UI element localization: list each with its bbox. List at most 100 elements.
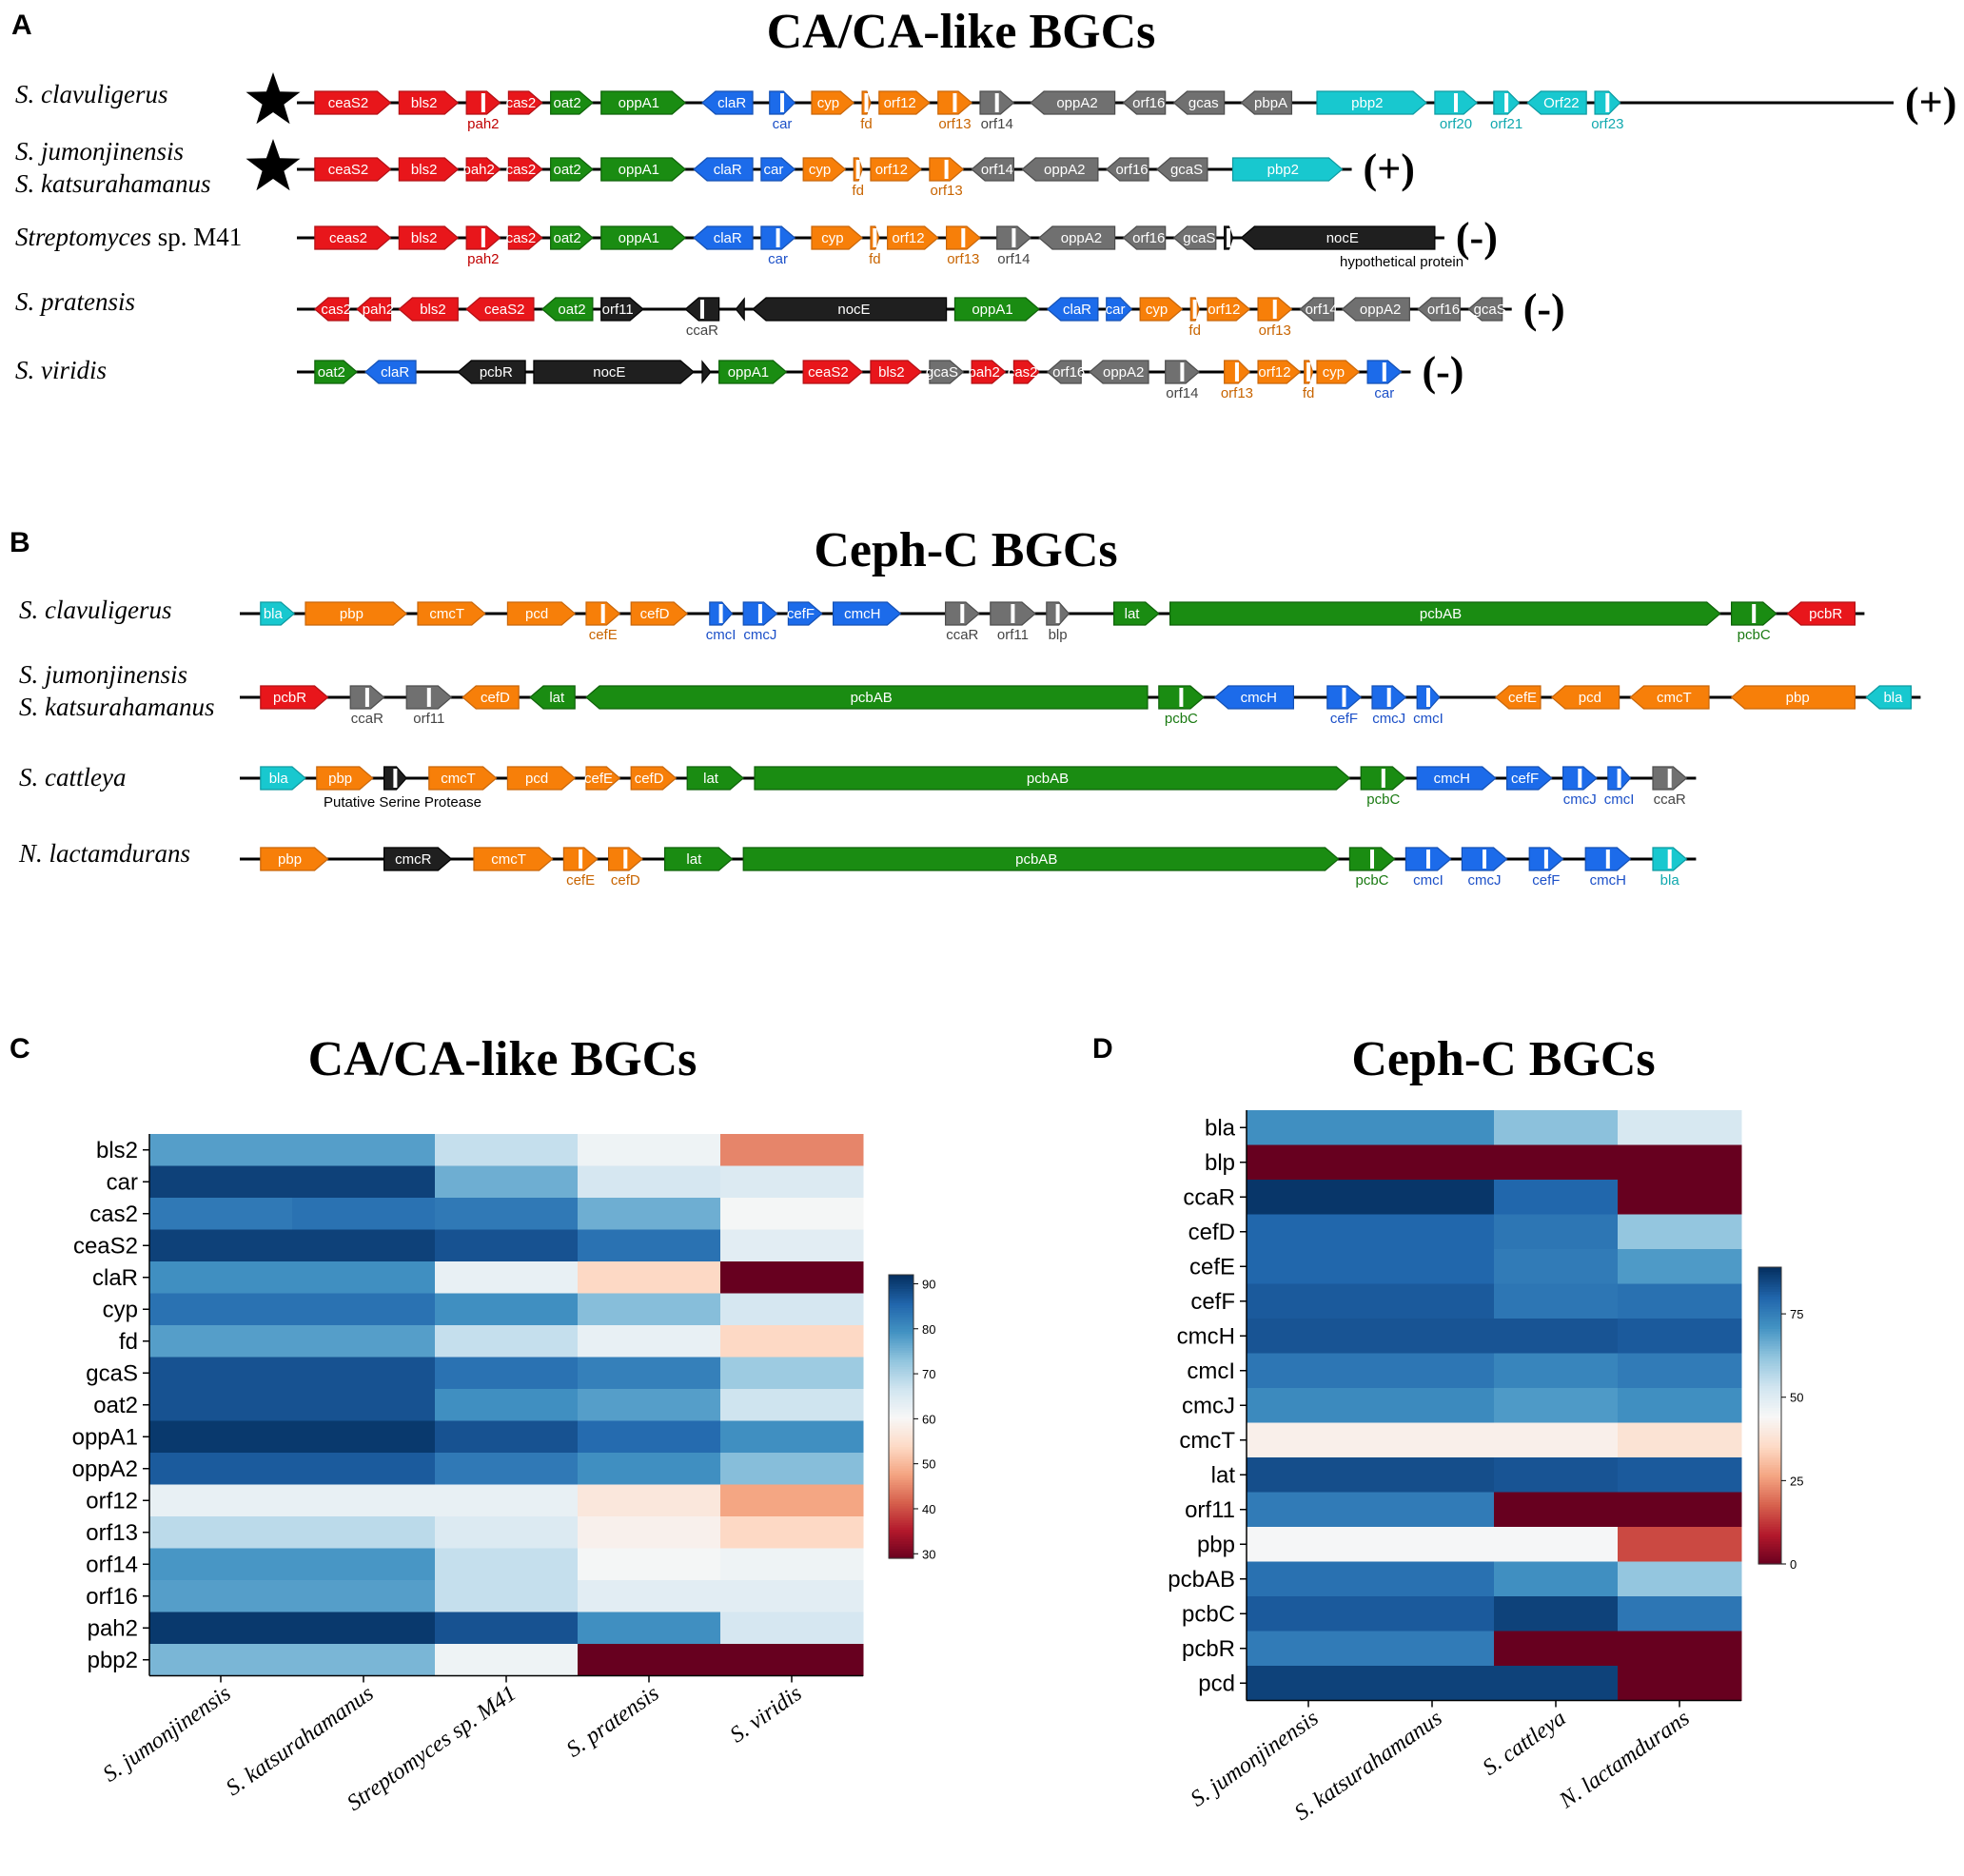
gene-oat2 bbox=[314, 360, 359, 384]
gene-label-lat: lat bbox=[549, 690, 565, 706]
small-gene-tick bbox=[1055, 604, 1060, 623]
gene-label-pbpa: pbpA bbox=[1254, 95, 1287, 111]
colorbar-segment bbox=[1758, 1339, 1781, 1342]
gene-ceas2 bbox=[314, 225, 392, 250]
small-gene-tick bbox=[944, 160, 949, 179]
gene-label-orf12: orf12 bbox=[892, 230, 924, 246]
organism-label: S. jumonjinensis bbox=[15, 137, 184, 166]
gene-bla bbox=[260, 766, 306, 791]
gene-label-clar: claR bbox=[381, 364, 409, 381]
colorbar-segment bbox=[1758, 1442, 1781, 1446]
colorbar-segment bbox=[1758, 1445, 1781, 1449]
gene-lat bbox=[663, 847, 734, 871]
gene-label-cmcr: cmcR bbox=[395, 851, 431, 868]
gene-label-pcbr: pcbR bbox=[480, 364, 513, 381]
gene-cas2 bbox=[1012, 360, 1040, 384]
colorbar-segment bbox=[889, 1517, 913, 1521]
colorbar-segment bbox=[1758, 1378, 1781, 1382]
gene-orf11 bbox=[600, 297, 644, 322]
heatmap-cell-oppa2-s-katsurahamanus bbox=[292, 1453, 436, 1485]
colorbar-segment bbox=[1758, 1516, 1781, 1520]
gene-orf12 bbox=[1207, 297, 1251, 322]
heatmap-cell-oppa1-s-katsurahamanus bbox=[292, 1420, 436, 1454]
gene-bls2 bbox=[398, 90, 460, 115]
gene-label-car: car bbox=[1106, 302, 1126, 318]
gene-label-ccar: ccaR bbox=[1654, 791, 1686, 808]
row-label-pcd: pcd bbox=[1198, 1671, 1235, 1696]
colorbar-segment bbox=[1758, 1482, 1781, 1486]
heatmap-cell-ccar-s-cattleya bbox=[1494, 1180, 1619, 1215]
heatmap-cell-orf11-n-lactamdurans bbox=[1618, 1492, 1742, 1528]
gene-label-bls2: bls2 bbox=[411, 95, 438, 111]
gene-label-pah2: pah2 bbox=[467, 251, 499, 267]
colorbar-segment bbox=[889, 1430, 913, 1434]
colorbar-segment bbox=[1758, 1521, 1781, 1525]
panel-a-letter: A bbox=[11, 10, 32, 41]
small-gene-tick bbox=[1234, 362, 1239, 381]
colorbar-segment bbox=[889, 1418, 913, 1422]
colorbar-segment bbox=[889, 1549, 913, 1553]
small-gene-tick bbox=[600, 604, 605, 623]
heatmap-cell-cyp-s-pratensis bbox=[578, 1293, 721, 1326]
colorbar-segment bbox=[1758, 1373, 1781, 1377]
heatmap-cell-pah2-s-jumonjinensis bbox=[149, 1612, 293, 1645]
small-gene-tick bbox=[699, 300, 704, 319]
colorbar-segment bbox=[889, 1480, 913, 1484]
gene-gcas bbox=[1155, 157, 1208, 182]
gene-label-orf11: orf11 bbox=[413, 711, 444, 727]
gene-lat bbox=[1112, 601, 1160, 626]
row-label-ccar: ccaR bbox=[1183, 1184, 1235, 1210]
gene-label-oppa1: oppA1 bbox=[619, 95, 659, 111]
heatmap-cell-gcas-s-pratensis bbox=[578, 1357, 721, 1390]
gene-label-cefe: cefE bbox=[1508, 690, 1537, 706]
colorbar-segment bbox=[1758, 1358, 1781, 1362]
colorbar-segment bbox=[1758, 1334, 1781, 1338]
heatmap-cell-pbp2-streptomyces-sp-m41 bbox=[435, 1644, 579, 1676]
colorbar-segment bbox=[889, 1298, 913, 1301]
gene-label-orf14: orf14 bbox=[981, 162, 1013, 178]
gene-noce bbox=[533, 360, 696, 384]
column-label-s-katsurahamanus: S. katsurahamanus bbox=[222, 1681, 379, 1801]
row-label-cmch: cmcH bbox=[1177, 1323, 1235, 1349]
colorbar-segment bbox=[1758, 1462, 1781, 1466]
row-label-cmct: cmcT bbox=[1179, 1428, 1235, 1454]
heatmap-cell-pcbc-s-katsurahamanus bbox=[1370, 1596, 1495, 1632]
heatmap-cell-bls2-s-viridis bbox=[720, 1134, 864, 1166]
gene-car bbox=[1106, 297, 1133, 322]
row-label-clar: claR bbox=[92, 1265, 138, 1291]
colorbar-segment bbox=[889, 1291, 913, 1295]
gene-cmct bbox=[1629, 685, 1710, 710]
colorbar-tick-label: 50 bbox=[1790, 1391, 1803, 1405]
colorbar-segment bbox=[889, 1286, 913, 1290]
heatmap-cell-pcbr-s-cattleya bbox=[1494, 1631, 1619, 1667]
gene-label-orf16: orf16 bbox=[1132, 230, 1165, 246]
gene-label-cas2: cas2 bbox=[506, 162, 537, 178]
heatmap-cell-ceas2-s-pratensis bbox=[578, 1229, 721, 1262]
colorbar-segment bbox=[889, 1477, 913, 1481]
gene-label-pcbc: pcbC bbox=[1165, 711, 1198, 727]
colorbar-segment bbox=[1758, 1289, 1781, 1293]
heatmap-cell-bla-s-katsurahamanus bbox=[1370, 1110, 1495, 1145]
gene-label-orf13: orf13 bbox=[938, 116, 971, 132]
row-label-gcas: gcaS bbox=[86, 1360, 138, 1386]
colorbar-segment bbox=[889, 1331, 913, 1335]
colorbar-segment bbox=[889, 1395, 913, 1398]
panel-c-title: CA/CA-like BGCs bbox=[308, 1032, 697, 1086]
colorbar-segment bbox=[889, 1307, 913, 1311]
gene-clar bbox=[1046, 297, 1099, 322]
gene-label-clar: claR bbox=[714, 230, 742, 246]
gene-label-orf13: orf13 bbox=[1259, 322, 1291, 339]
gene-label-cas2: cas2 bbox=[1008, 364, 1038, 381]
colorbar-segment bbox=[1758, 1558, 1781, 1562]
organism-label-suffix: sp. M41 bbox=[151, 223, 242, 251]
colorbar-segment bbox=[889, 1444, 913, 1448]
gene-bls2 bbox=[398, 157, 460, 182]
gene-label-fd: fd bbox=[860, 116, 873, 132]
heatmap-cell-pcd-n-lactamdurans bbox=[1618, 1666, 1742, 1701]
colorbar-segment bbox=[889, 1324, 913, 1328]
heatmap-cell-oat2-s-viridis bbox=[720, 1389, 864, 1421]
colorbar-segment bbox=[889, 1442, 913, 1446]
gene-clar bbox=[693, 157, 754, 182]
heatmap-cell-car-s-jumonjinensis bbox=[149, 1165, 293, 1199]
